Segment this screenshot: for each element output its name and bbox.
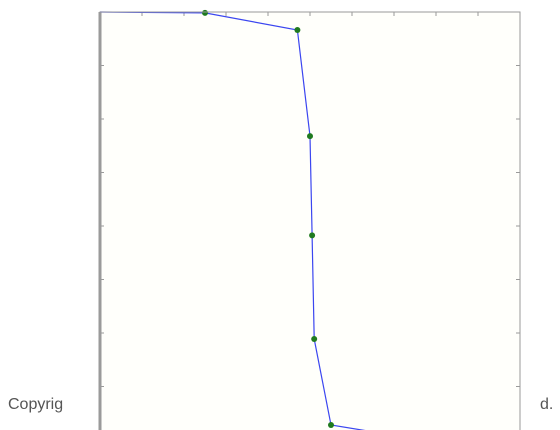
data-point (311, 335, 318, 342)
data-point (309, 232, 316, 239)
data-point (307, 133, 313, 140)
copyright-text-right: d. (540, 396, 554, 413)
series-markers (202, 9, 334, 429)
plot-frame (99, 11, 521, 430)
data-point (202, 9, 208, 16)
data-point (328, 422, 334, 429)
plot-area (100, 12, 520, 430)
copyright-text-left: Copyrig (8, 396, 64, 413)
data-point (294, 26, 301, 33)
